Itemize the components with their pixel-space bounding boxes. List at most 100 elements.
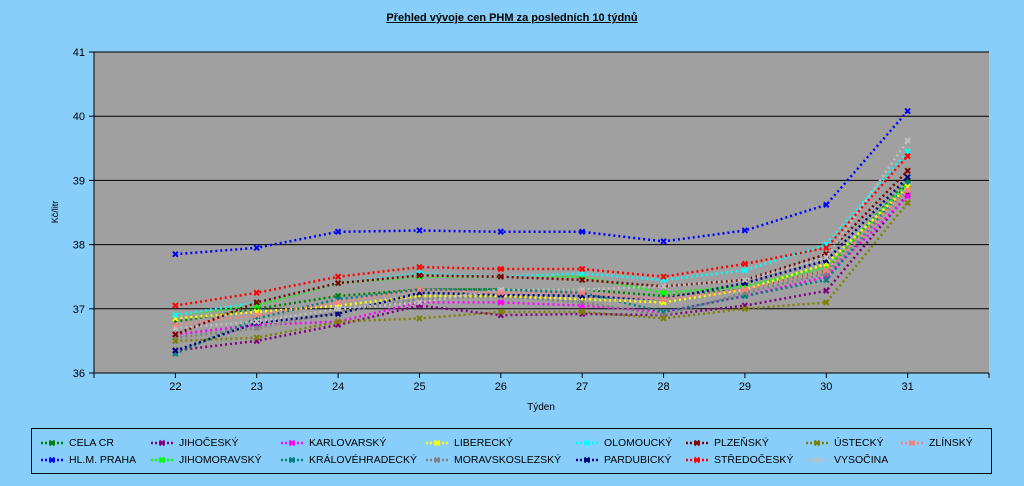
legend-label: PLZEŇSKÝ <box>714 437 769 449</box>
legend-swatch <box>806 439 828 447</box>
data-point <box>904 152 911 160</box>
chart-legend: CELA CR HL.M. PRAHA JIHOČESKÝ JIHOMORAVS… <box>31 428 992 474</box>
legend-label: JIHOČESKÝ <box>179 437 239 449</box>
legend-label: CELA CR <box>69 437 114 449</box>
x-tick-label: 28 <box>657 381 669 393</box>
legend-item: PARDUBICKÝ <box>575 453 672 467</box>
x-axis-label: Týden <box>527 402 555 413</box>
data-point <box>497 289 505 296</box>
y-tick-label: 36 <box>73 368 85 380</box>
data-point <box>660 238 667 245</box>
legend-label: KARLOVARSKÝ <box>309 437 387 449</box>
data-point <box>904 199 911 207</box>
data-point <box>334 273 342 280</box>
legend-label: JIHOMORAVSKÝ <box>179 454 262 466</box>
legend-item: PLZEŇSKÝ <box>685 436 769 450</box>
line-chart: 36 37 38 39 40 41 22 23 24 25 26 27 28 29 30 31 Kč/lit… <box>50 47 990 413</box>
data-point <box>578 289 586 296</box>
legend-swatch <box>426 456 448 464</box>
series-13 <box>172 137 911 332</box>
data-point <box>823 299 830 306</box>
data-point <box>660 283 667 290</box>
data-point <box>253 299 260 306</box>
data-point <box>253 289 260 296</box>
data-point <box>253 324 260 332</box>
data-point <box>253 244 260 252</box>
legend-swatch <box>41 456 63 464</box>
legend-item: KARLOVARSKÝ <box>280 436 386 450</box>
legend-item: CELA CR <box>40 436 114 450</box>
data-point <box>660 289 667 296</box>
legend-item: MORAVSKOSLEZSKÝ <box>425 453 561 467</box>
x-tick-label: 24 <box>332 381 344 393</box>
legend-swatch <box>686 456 708 464</box>
legend-label: LIBERECKÝ <box>454 437 513 449</box>
legend-item: VYSOČINA <box>805 453 888 467</box>
data-point <box>497 265 505 273</box>
series-lines <box>172 107 911 357</box>
data-point <box>823 287 830 295</box>
legend-swatch <box>576 456 598 464</box>
data-point <box>741 227 749 234</box>
legend-swatch <box>281 456 303 464</box>
data-point <box>253 334 260 341</box>
data-point <box>823 254 830 261</box>
x-tick-label: 26 <box>495 381 507 393</box>
data-point <box>904 107 911 115</box>
legend-item: KRÁLOVÉHRADECKÝ <box>280 453 417 467</box>
x-tick-label: 31 <box>902 381 914 393</box>
legend-swatch <box>901 439 923 447</box>
data-point <box>497 308 505 316</box>
axes <box>89 51 990 378</box>
legend-swatch <box>806 456 828 464</box>
data-point <box>660 273 667 280</box>
data-point <box>904 167 911 174</box>
y-tick-label: 38 <box>73 240 85 252</box>
y-tick-label: 39 <box>73 175 85 187</box>
x-tick-label: 25 <box>413 381 425 393</box>
legend-item: ZLÍNSKÝ <box>900 436 973 450</box>
legend-swatch <box>686 439 708 447</box>
data-point <box>172 347 179 354</box>
series-14 <box>172 186 911 329</box>
legend-swatch <box>281 439 303 447</box>
data-point <box>497 228 505 235</box>
legend-label: HL.M. PRAHA <box>69 454 137 466</box>
data-point <box>172 331 179 338</box>
legend-item: LIBERECKÝ <box>425 436 513 450</box>
data-point <box>172 251 179 258</box>
series-line <box>174 176 909 352</box>
data-point <box>578 299 586 306</box>
data-point <box>172 312 179 319</box>
data-point <box>904 186 911 194</box>
data-point <box>741 305 749 313</box>
x-tick-label: 27 <box>576 381 588 393</box>
data-point <box>497 299 505 306</box>
series-line <box>175 193 909 352</box>
data-point <box>334 318 342 325</box>
legend-item: OLOMOUCKÝ <box>575 436 672 450</box>
data-point <box>334 310 342 318</box>
legend-label: ZLÍNSKÝ <box>929 437 973 449</box>
legend-item: HL.M. PRAHA <box>40 453 136 467</box>
series-11 <box>172 152 911 309</box>
data-point <box>741 260 749 268</box>
legend-swatch <box>151 439 173 447</box>
data-point <box>253 318 260 325</box>
legend-label: VYSOČINA <box>834 454 889 466</box>
legend-item: JIHOČESKÝ <box>150 436 239 450</box>
legend-swatch <box>41 439 63 447</box>
data-point <box>416 299 423 306</box>
data-point <box>660 295 667 303</box>
y-axis-label: Kč/litr <box>50 201 60 224</box>
x-tick-labels: 22 23 24 25 26 27 28 29 30 31 <box>169 381 914 393</box>
plot-area <box>94 52 989 373</box>
data-point <box>416 272 423 279</box>
data-point <box>741 276 749 284</box>
data-point <box>172 321 179 329</box>
legend-label: STŘEDOČESKÝ <box>714 454 794 466</box>
data-point <box>823 267 830 274</box>
data-point <box>741 267 749 274</box>
legend-item: ÚSTECKÝ <box>805 436 884 450</box>
data-point <box>334 228 342 235</box>
